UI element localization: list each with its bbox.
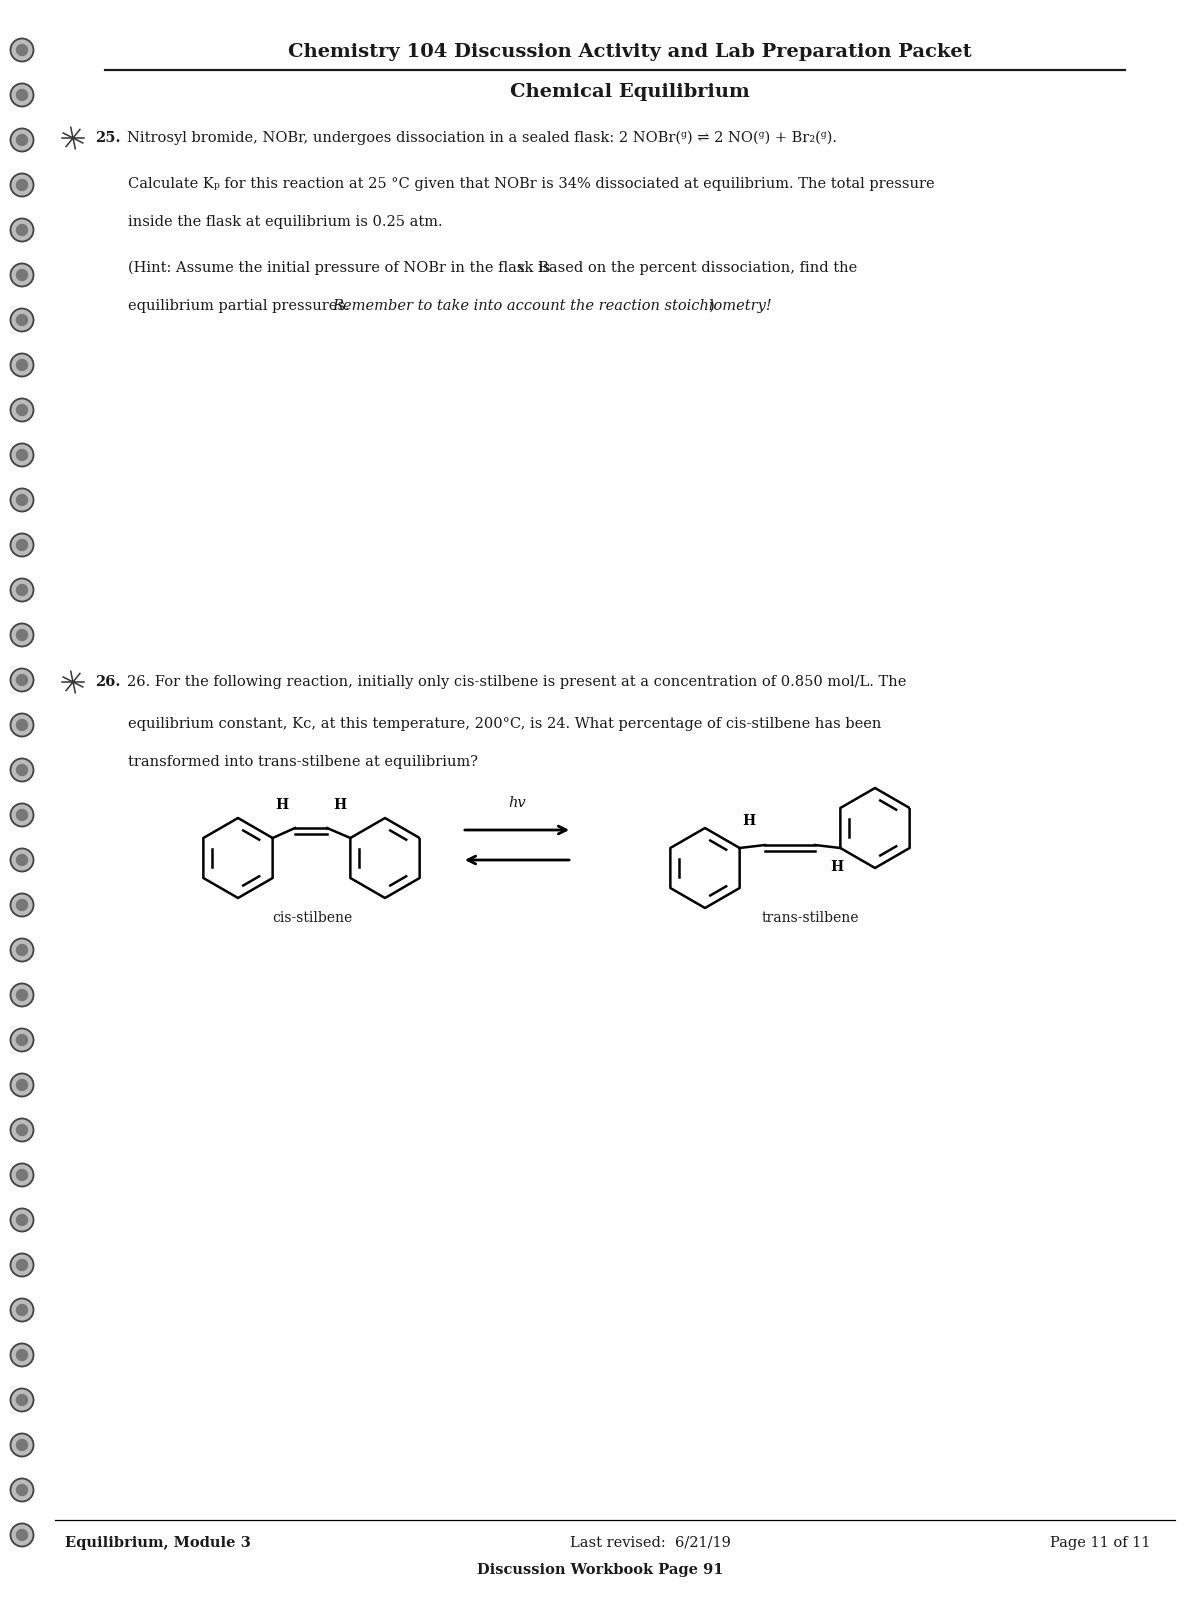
Circle shape	[17, 1080, 28, 1091]
Text: 26. For the following reaction, initially only cis-stilbene is present at a conc: 26. For the following reaction, initiall…	[127, 675, 906, 690]
Circle shape	[11, 1478, 34, 1501]
Circle shape	[17, 1125, 28, 1136]
Circle shape	[17, 134, 28, 146]
Text: x: x	[517, 261, 526, 275]
Circle shape	[11, 1163, 34, 1187]
Text: H: H	[334, 798, 347, 813]
Circle shape	[11, 38, 34, 61]
Circle shape	[17, 989, 28, 1000]
Circle shape	[17, 315, 28, 325]
Circle shape	[17, 269, 28, 280]
Circle shape	[11, 443, 34, 467]
Circle shape	[11, 264, 34, 286]
Text: (Hint: Assume the initial pressure of NOBr in the flask is: (Hint: Assume the initial pressure of NO…	[128, 261, 554, 275]
Circle shape	[17, 360, 28, 371]
Circle shape	[11, 939, 34, 962]
Circle shape	[11, 398, 34, 421]
Text: Chemical Equilibrium: Chemical Equilibrium	[510, 83, 750, 101]
Circle shape	[17, 944, 28, 955]
Circle shape	[17, 1485, 28, 1496]
Circle shape	[11, 1299, 34, 1322]
Circle shape	[11, 758, 34, 781]
Circle shape	[17, 1349, 28, 1360]
Circle shape	[17, 1395, 28, 1405]
Circle shape	[11, 1523, 34, 1547]
Circle shape	[11, 83, 34, 107]
Circle shape	[11, 1434, 34, 1456]
Circle shape	[11, 488, 34, 512]
Text: 25.: 25.	[95, 131, 120, 146]
Text: cis-stilbene: cis-stilbene	[272, 910, 352, 925]
Text: Remember to take into account the reaction stoichiometry!: Remember to take into account the reacti…	[332, 299, 773, 314]
Circle shape	[17, 405, 28, 416]
Text: trans-stilbene: trans-stilbene	[761, 910, 859, 925]
Circle shape	[11, 579, 34, 602]
Circle shape	[11, 1389, 34, 1411]
Circle shape	[11, 714, 34, 736]
Text: H: H	[830, 861, 844, 874]
Circle shape	[11, 848, 34, 872]
Circle shape	[17, 720, 28, 731]
Circle shape	[11, 1253, 34, 1277]
Circle shape	[17, 539, 28, 550]
Circle shape	[11, 1118, 34, 1141]
Circle shape	[11, 669, 34, 691]
Circle shape	[17, 810, 28, 821]
Text: 26.: 26.	[95, 675, 120, 690]
Circle shape	[11, 309, 34, 331]
Circle shape	[11, 1344, 34, 1366]
Circle shape	[17, 1259, 28, 1270]
Circle shape	[17, 45, 28, 56]
Text: Last revised:  6/21/19: Last revised: 6/21/19	[570, 1536, 731, 1550]
Text: equilibrium partial pressures.: equilibrium partial pressures.	[128, 299, 354, 314]
Text: equilibrium constant, Kc, at this temperature, 200°C, is 24. What percentage of : equilibrium constant, Kc, at this temper…	[128, 717, 881, 731]
Circle shape	[17, 90, 28, 101]
Circle shape	[11, 219, 34, 242]
Text: . Based on the percent dissociation, find the: . Based on the percent dissociation, fin…	[529, 261, 857, 275]
Text: H: H	[276, 798, 288, 813]
Circle shape	[11, 1074, 34, 1096]
Circle shape	[11, 803, 34, 827]
Text: Equilibrium, Module 3: Equilibrium, Module 3	[65, 1536, 251, 1550]
Text: inside the flask at equilibrium is 0.25 atm.: inside the flask at equilibrium is 0.25 …	[128, 214, 443, 229]
Circle shape	[17, 1304, 28, 1315]
Circle shape	[17, 584, 28, 595]
Circle shape	[17, 179, 28, 190]
Circle shape	[17, 899, 28, 910]
Circle shape	[17, 1214, 28, 1226]
Circle shape	[17, 224, 28, 235]
Circle shape	[11, 624, 34, 646]
Circle shape	[11, 1029, 34, 1051]
Circle shape	[17, 494, 28, 506]
Text: Nitrosyl bromide, NOBr, undergoes dissociation in a sealed flask: 2 NOBr(ᵍ) ⇌ 2 : Nitrosyl bromide, NOBr, undergoes dissoc…	[127, 131, 838, 146]
Circle shape	[11, 128, 34, 152]
Text: Chemistry 104 Discussion Activity and Lab Preparation Packet: Chemistry 104 Discussion Activity and La…	[288, 43, 972, 61]
Circle shape	[17, 1530, 28, 1541]
Circle shape	[11, 354, 34, 376]
Circle shape	[11, 893, 34, 917]
Circle shape	[17, 1035, 28, 1045]
Text: H: H	[743, 814, 756, 829]
Circle shape	[17, 675, 28, 685]
Text: transformed into trans-stilbene at equilibrium?: transformed into trans-stilbene at equil…	[128, 755, 478, 770]
Circle shape	[11, 533, 34, 557]
Circle shape	[11, 173, 34, 197]
Circle shape	[17, 854, 28, 866]
Text: Discussion Workbook Page 91: Discussion Workbook Page 91	[476, 1563, 724, 1578]
Text: hv: hv	[508, 795, 526, 810]
Circle shape	[17, 1170, 28, 1181]
Circle shape	[17, 629, 28, 640]
Circle shape	[11, 1208, 34, 1232]
Circle shape	[17, 765, 28, 776]
Circle shape	[17, 1440, 28, 1451]
Circle shape	[17, 450, 28, 461]
Text: Calculate Kₚ for this reaction at 25 °C given that NOBr is 34% dissociated at eq: Calculate Kₚ for this reaction at 25 °C …	[128, 178, 935, 190]
Text: Page 11 of 11: Page 11 of 11	[1050, 1536, 1150, 1550]
Circle shape	[11, 984, 34, 1006]
Text: ): )	[709, 299, 714, 314]
